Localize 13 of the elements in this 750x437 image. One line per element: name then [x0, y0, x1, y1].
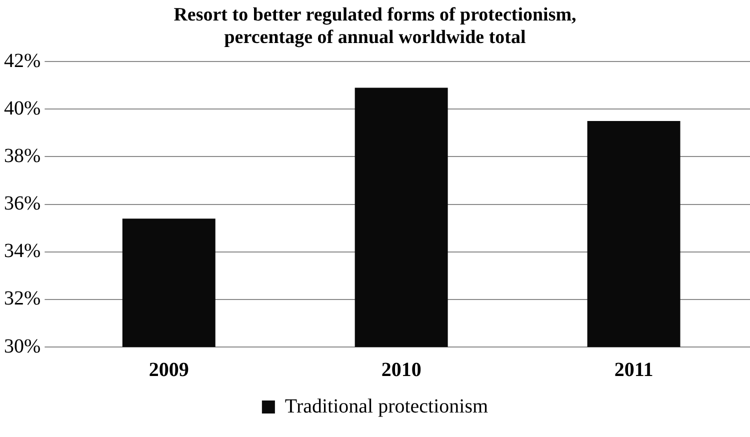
y-tick-label: 32%: [4, 288, 41, 310]
x-tick-label: 2009: [148, 359, 189, 382]
x-tick-label: 2011: [614, 359, 654, 382]
y-tick-label: 30%: [4, 335, 41, 358]
y-tick-label: 42%: [4, 50, 41, 72]
y-tick-label: 38%: [4, 144, 41, 167]
legend-label: Traditional protectionism: [284, 395, 489, 418]
y-tick-label: 40%: [4, 97, 41, 120]
x-tick-label: 2010: [381, 359, 422, 382]
y-tick-label: 36%: [4, 192, 41, 215]
text: percentage of annual worldwide total: [224, 27, 526, 48]
text: Resort to better regulated forms of protectionism,: [174, 4, 576, 26]
y-tick-label: 34%: [4, 240, 41, 262]
